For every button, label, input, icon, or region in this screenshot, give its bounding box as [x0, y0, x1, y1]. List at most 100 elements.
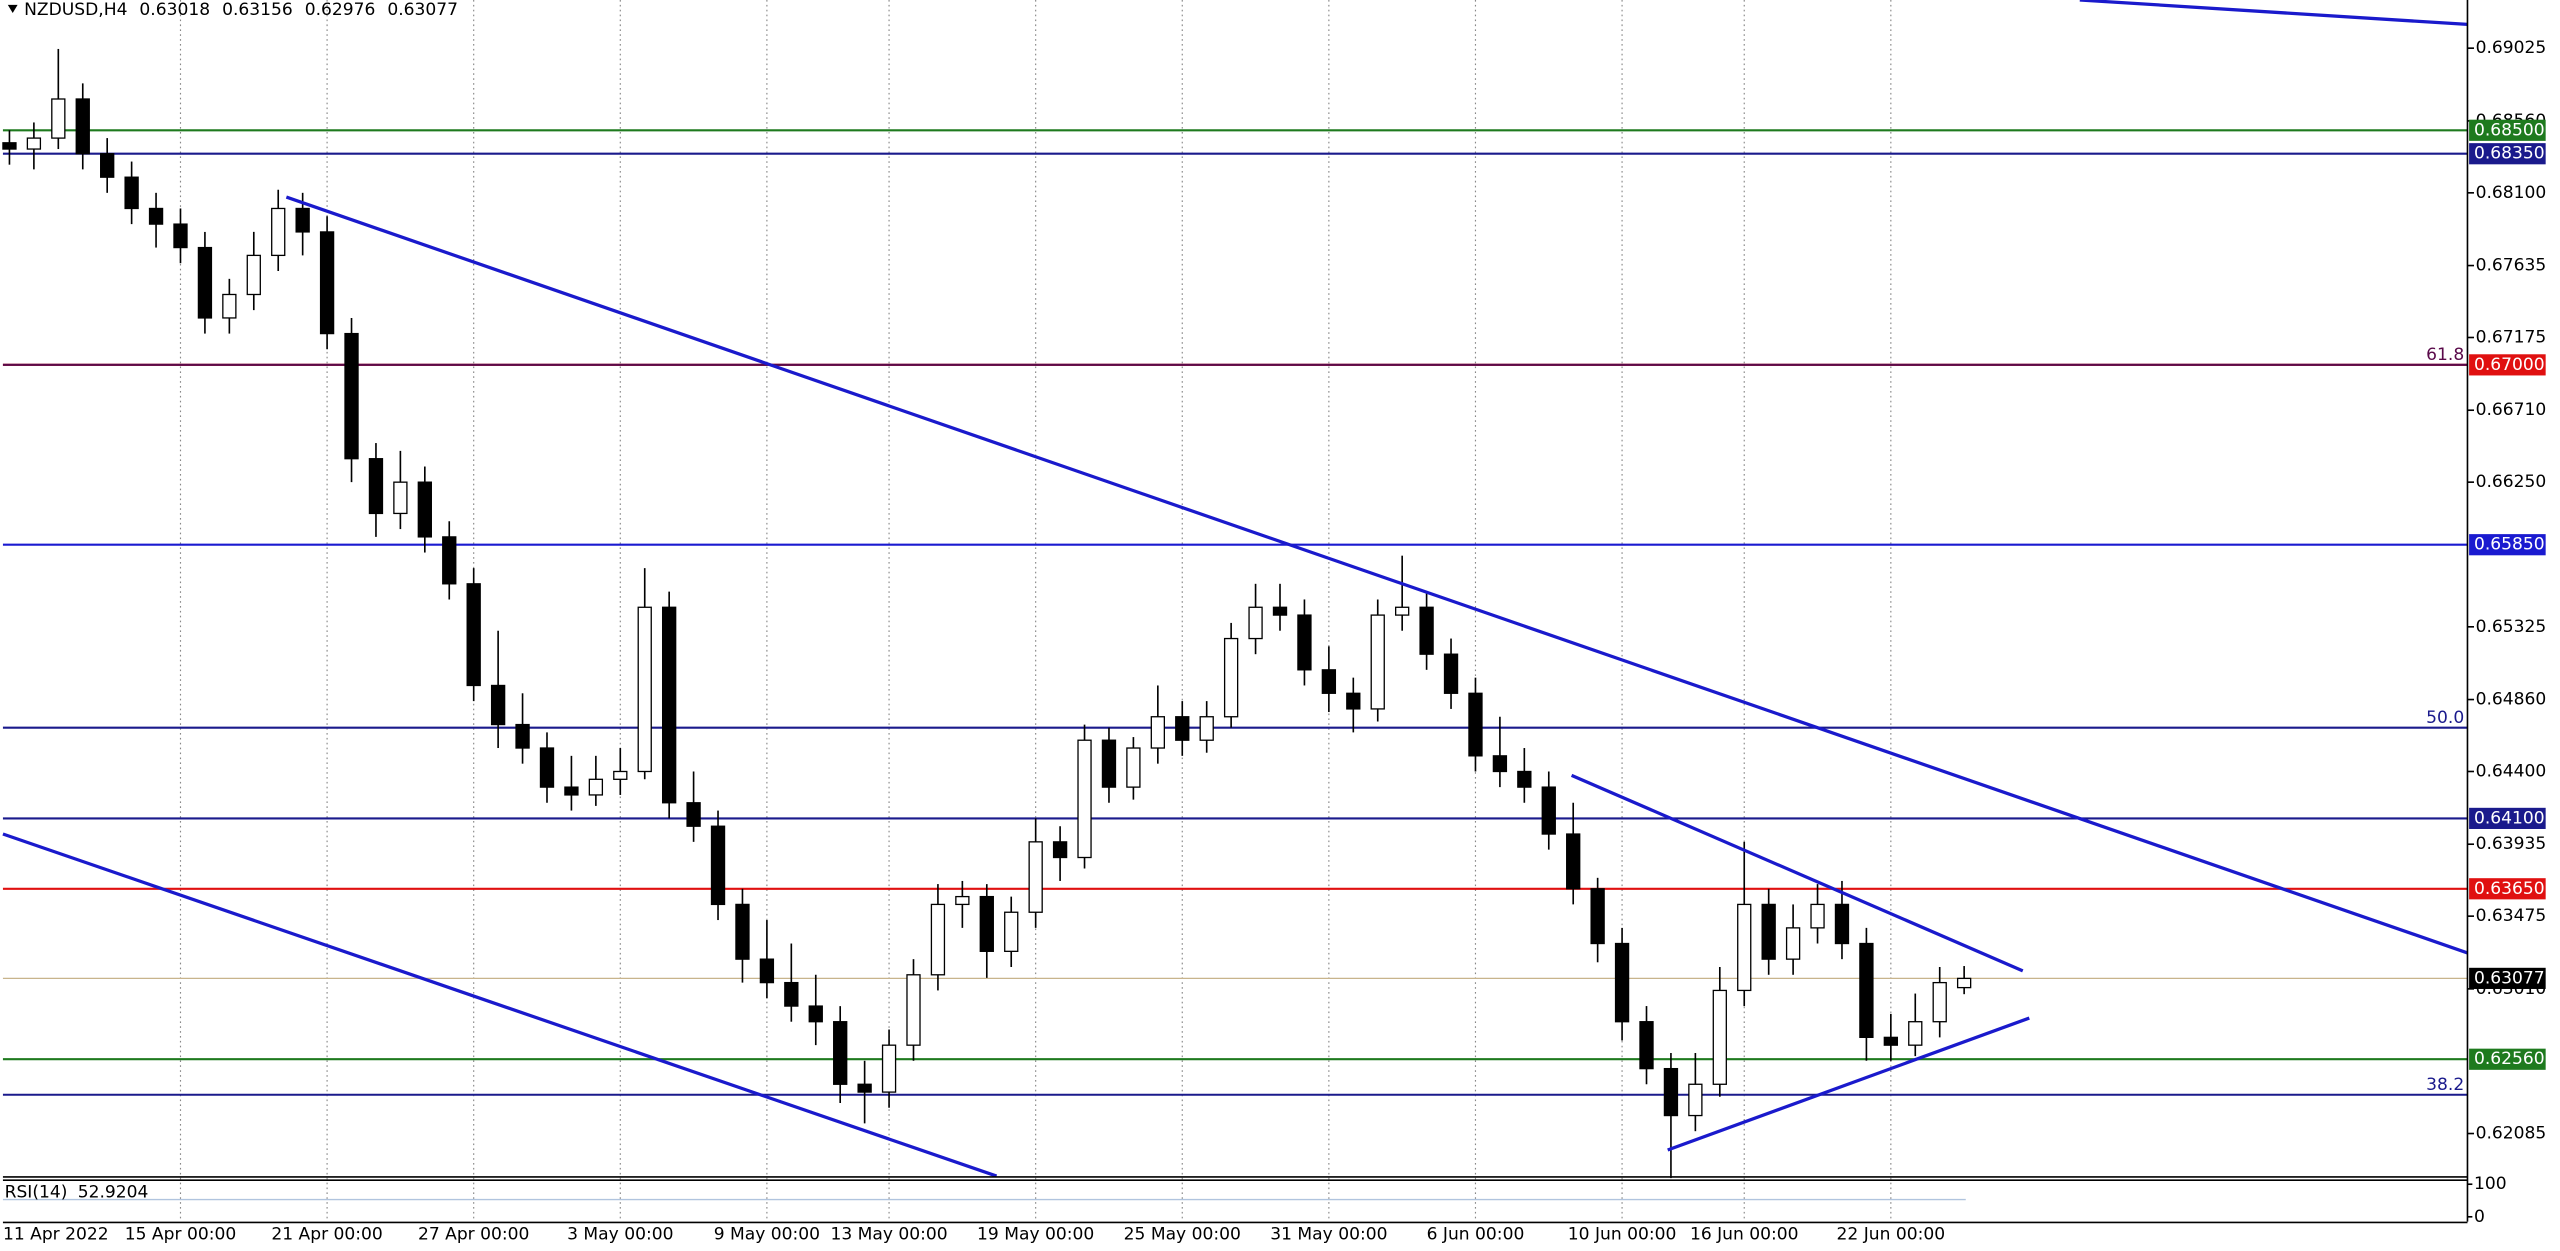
candle-body: [1712, 989, 1727, 1085]
symbol-menu-arrow[interactable]: [7, 4, 18, 14]
candle-body: [613, 770, 628, 780]
current-price-bg: [2469, 967, 2546, 989]
x-tick-label: 27 Apr 00:00: [418, 1225, 529, 1245]
candle-body: [295, 207, 310, 233]
level-label-bg: [2469, 807, 2546, 829]
level-label-bg: [2469, 534, 2546, 556]
level-label-bg: [2469, 1048, 2546, 1070]
candle-body: [124, 176, 139, 210]
fib-label: 61.8: [2426, 345, 2464, 365]
candle-body: [588, 778, 604, 796]
candle-body: [808, 1005, 823, 1023]
level-label: 0.65850: [2474, 535, 2545, 555]
candle-body: [344, 332, 359, 460]
candle-body: [979, 895, 994, 952]
symbol: NZDUSD,H4: [24, 0, 127, 20]
level-label-bg: [2469, 354, 2546, 376]
candle-body: [735, 903, 750, 960]
open-value: 0.63018: [139, 0, 210, 20]
level-label: 0.68350: [2474, 144, 2545, 164]
candle-body: [1419, 606, 1434, 655]
level-label-bg: [2469, 143, 2546, 165]
trend-line: [1570, 773, 2024, 973]
trend-line: [285, 195, 2469, 955]
y-tick-label: 0.68100: [2476, 183, 2547, 203]
candle-body: [1248, 606, 1263, 640]
candle-body: [1199, 716, 1214, 741]
candle-body: [955, 895, 970, 906]
x-tick-label: 10 Jun 00:00: [1568, 1225, 1677, 1245]
candle-body: [1395, 606, 1410, 616]
x-tick-label: 15 Apr 00:00: [125, 1225, 236, 1245]
trend-lines: [2, 0, 2469, 1178]
y-tick-label: 0.66250: [2476, 472, 2547, 492]
candle-body: [1566, 833, 1581, 890]
current-price-label: 0.63077: [2474, 968, 2545, 988]
axes: 0.690250.685600.681000.676350.671750.667…: [3, 38, 2546, 1245]
low-value: 0.62976: [305, 0, 376, 20]
candle-body: [1859, 942, 1874, 1039]
levels: 61.8 50.0 38.2: [2, 129, 2468, 1096]
candle-body: [1223, 637, 1239, 718]
level-label: 0.67000: [2474, 355, 2545, 375]
candle-body: [1908, 1021, 1923, 1046]
candle-body: [637, 606, 652, 773]
fib-label: 38.2: [2426, 1075, 2464, 1095]
candle-body: [857, 1083, 872, 1093]
candle-body: [1101, 739, 1117, 788]
y-tick-label: 0.67175: [2476, 327, 2547, 347]
price-axis-bg: [2467, 0, 2558, 1251]
x-tick-label: 31 May 00:00: [1270, 1225, 1387, 1245]
candle-body: [1175, 716, 1190, 741]
x-tick-label: 6 Jun 00:00: [1427, 1225, 1525, 1245]
candle-body: [1810, 903, 1825, 929]
candle-body: [930, 903, 946, 976]
candle-body: [1468, 692, 1483, 757]
candle-body: [784, 981, 799, 1007]
x-tick-label: 11 Apr 2022: [3, 1225, 109, 1245]
candle-body: [1126, 747, 1141, 788]
chart-header: NZDUSD,H4 0.63018 0.63156 0.62976 0.6307…: [24, 0, 458, 20]
candle-body: [906, 974, 921, 1046]
rsi-tick-label: 0: [2474, 1207, 2485, 1227]
candle-body: [466, 583, 481, 687]
x-tick-label: 22 Jun 00:00: [1837, 1225, 1946, 1245]
candle-body: [1517, 770, 1532, 788]
candle-body: [319, 231, 335, 335]
candle-body: [686, 802, 701, 827]
rsi-value: 52.9204: [78, 1182, 149, 1202]
candle-body: [833, 1021, 848, 1085]
candle-body: [1639, 1021, 1654, 1070]
candle-body: [75, 98, 90, 155]
trend-line: [1667, 1016, 2030, 1152]
close-value: 0.63077: [387, 0, 458, 20]
candle-body: [1492, 755, 1508, 773]
candle-body: [1883, 1036, 1899, 1046]
rsi-header: RSI(14) 52.9204: [5, 1182, 149, 1202]
trend-line: [2, 832, 998, 1178]
candle-body: [564, 786, 579, 796]
candle-body: [417, 481, 432, 538]
candle-body: [1785, 927, 1801, 960]
y-tick-label: 0.64860: [2476, 690, 2547, 710]
candle-body: [1370, 614, 1385, 710]
level-label: 0.68500: [2474, 120, 2545, 140]
x-tick-label: 25 May 00:00: [1124, 1225, 1241, 1245]
y-tick-label: 0.62085: [2476, 1124, 2547, 1144]
candle-body: [1077, 739, 1092, 859]
y-tick-label: 0.69025: [2476, 38, 2547, 58]
candle-body: [1737, 903, 1752, 992]
candle-body: [1761, 903, 1776, 960]
candle-body: [1028, 841, 1043, 913]
y-tick-label: 0.63475: [2476, 906, 2547, 926]
candle-body: [490, 684, 506, 726]
candle-body: [1663, 1067, 1679, 1117]
candle-body: [1272, 606, 1288, 616]
x-tick-label: 16 Jun 00:00: [1690, 1225, 1799, 1245]
candle-body: [100, 153, 115, 178]
candle-body: [271, 207, 286, 257]
candle-body: [539, 747, 555, 788]
candle-body: [1321, 669, 1337, 694]
candle-body: [1297, 614, 1312, 671]
